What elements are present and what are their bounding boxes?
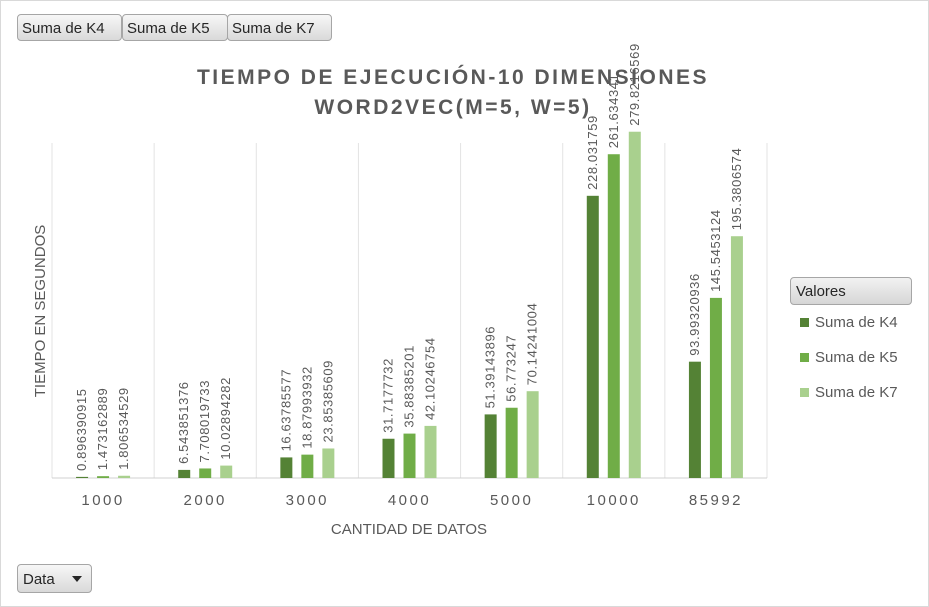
data-label: 42.10246754 [423,337,438,420]
legend-item-k7: Suma de K7 [800,383,898,403]
bar-suma-de-k5-5000 [505,407,518,478]
data-label: 0.896390915 [74,388,89,471]
legend-label-k4: Suma de K4 [815,314,898,331]
data-label: 1.473162889 [95,388,110,471]
legend-swatch-k4 [800,317,809,327]
filter-button-k4[interactable]: Suma de K4 [17,14,122,41]
data-label: 16.63785577 [278,369,293,452]
bar-suma-de-k5-10000 [607,154,620,478]
data-label: 93.99320936 [687,273,702,356]
bar-suma-de-k4-10000 [586,195,599,478]
legend-swatch-k5 [800,352,809,362]
bar-suma-de-k7-85992 [730,236,743,478]
data-label: 261.634341 [606,74,621,149]
data-label: 195.3806574 [729,148,744,231]
x-tick-label: 4000 [388,492,431,509]
data-label: 18.87993932 [299,366,314,449]
data-label: 70.14241004 [525,303,540,386]
x-tick-label: 10000 [587,492,641,509]
bar-suma-de-k7-5000 [526,391,539,478]
data-label: 1.806534529 [116,387,131,470]
legend-item-k4: Suma de K4 [800,313,898,333]
chart-title-line-2: WORD2VEC(M=5, W=5) [314,96,591,119]
bar-suma-de-k5-85992 [709,297,722,478]
bar-suma-de-k4-85992 [688,361,701,478]
data-label: 7.708019733 [197,380,212,463]
bar-suma-de-k7-10000 [628,131,641,478]
x-tick-label: 5000 [490,492,533,509]
bar-suma-de-k4-4000 [382,438,395,478]
data-label: 31.7177732 [381,358,396,433]
chevron-down-icon [72,576,82,582]
y-axis-title: TIEMPO EN SEGUNDOS [32,225,49,398]
data-label: 145.5453124 [708,209,723,292]
x-tick-label: 1000 [81,492,124,509]
legend-item-k5: Suma de K5 [800,348,898,368]
data-label: 56.773247 [504,335,519,402]
legend-label-k7: Suma de K7 [815,384,898,401]
x-tick-label: 2000 [184,492,227,509]
legend-label-k5: Suma de K5 [815,349,898,366]
data-dropdown-label: Data [23,571,55,588]
bar-suma-de-k7-4000 [424,425,437,478]
bar-suma-de-k4-5000 [484,414,497,478]
data-label: 6.543851376 [176,381,191,464]
bar-suma-de-k4-1000 [76,476,89,478]
bar-suma-de-k5-3000 [301,454,314,478]
bar-suma-de-k7-1000 [118,475,131,478]
legend-swatch-k7 [800,387,809,397]
bar-suma-de-k5-2000 [199,468,212,478]
data-dropdown-button[interactable]: Data [17,564,92,593]
legend-header-valores[interactable]: Valores [790,277,912,305]
bar-suma-de-k5-1000 [97,476,110,478]
data-label: 10.02894282 [218,377,233,460]
bar-suma-de-k4-2000 [178,469,191,478]
data-label: 51.39143896 [483,326,498,409]
bar-suma-de-k7-2000 [220,465,233,478]
filter-button-k7[interactable]: Suma de K7 [227,14,332,41]
data-label: 35.88385201 [402,345,417,428]
chart-title-line-1: TIEMPO DE EJECUCIÓN-10 DIMENSIONES [197,65,709,89]
data-label: 23.85385609 [320,360,335,443]
x-axis-title: CANTIDAD DE DATOS [331,521,487,538]
data-label: 228.031759 [585,115,600,190]
data-label: 279.8216569 [627,43,642,126]
bar-suma-de-k7-3000 [322,448,335,478]
x-tick-label: 85992 [689,492,743,509]
bar-suma-de-k5-4000 [403,433,416,478]
bar-suma-de-k4-3000 [280,457,293,478]
x-tick-label: 3000 [286,492,329,509]
